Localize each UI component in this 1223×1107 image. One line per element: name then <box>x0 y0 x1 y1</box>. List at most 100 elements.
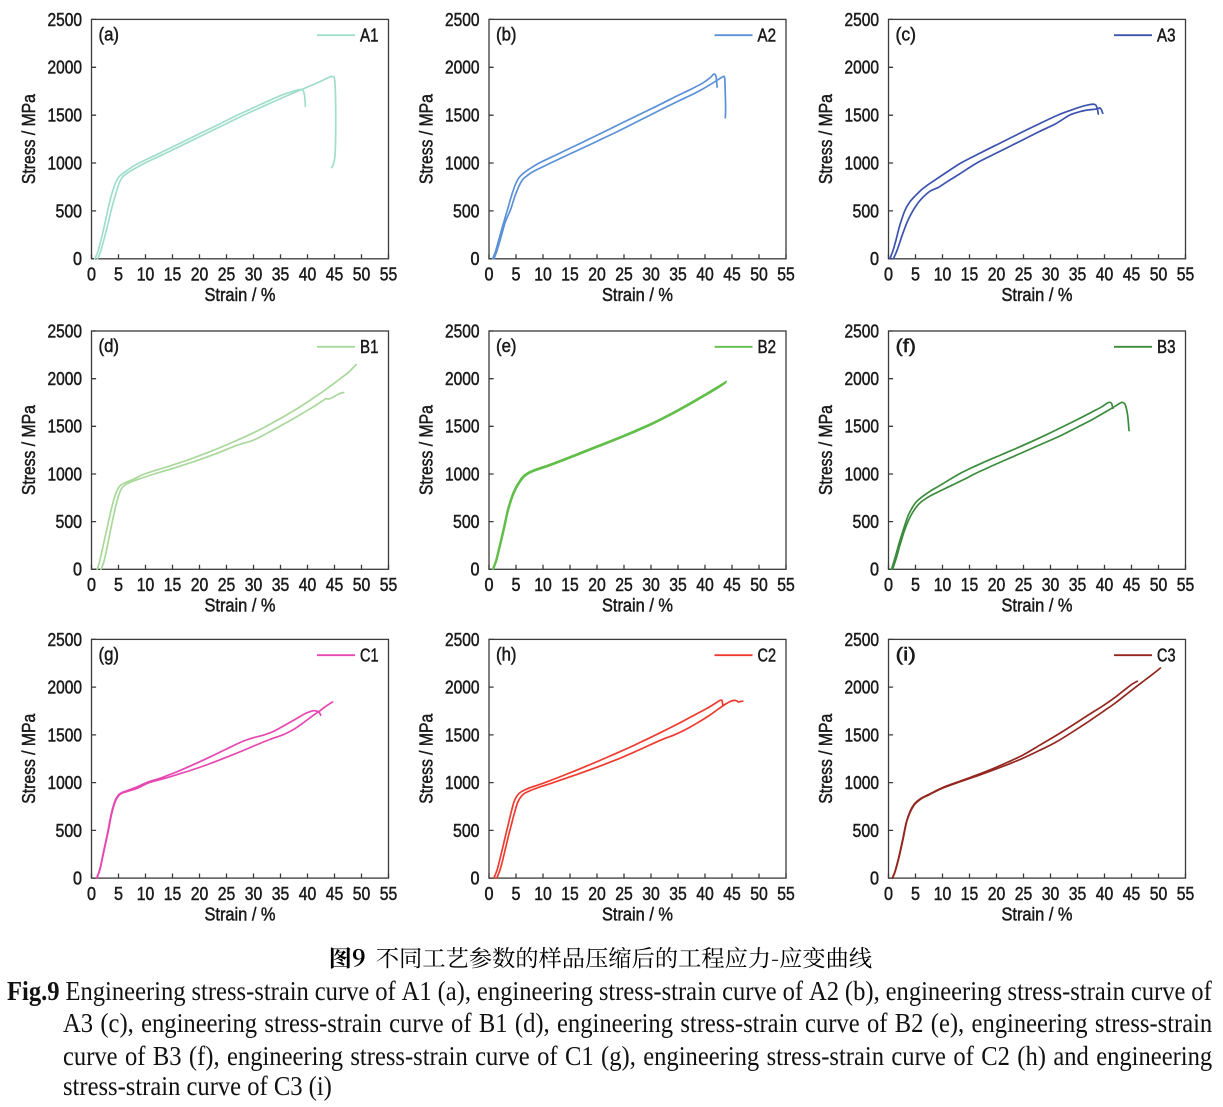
svg-text:0: 0 <box>471 559 480 580</box>
svg-text:B2: B2 <box>758 336 777 357</box>
svg-text:15: 15 <box>961 264 979 285</box>
svg-text:C2: C2 <box>758 645 777 666</box>
svg-text:2000: 2000 <box>845 368 880 389</box>
svg-text:Strain / %: Strain / % <box>205 284 276 305</box>
svg-text:15: 15 <box>164 883 182 904</box>
svg-text:500: 500 <box>853 511 880 532</box>
svg-text:0: 0 <box>485 574 494 595</box>
svg-text:20: 20 <box>191 574 209 595</box>
svg-text:50: 50 <box>1150 264 1168 285</box>
svg-text:1500: 1500 <box>845 724 880 745</box>
svg-text:15: 15 <box>561 264 579 285</box>
svg-text:500: 500 <box>853 200 880 221</box>
svg-text:45: 45 <box>1123 574 1141 595</box>
svg-text:20: 20 <box>191 883 209 904</box>
svg-text:2000: 2000 <box>48 677 83 698</box>
svg-text:55: 55 <box>777 264 795 285</box>
svg-text:Strain / %: Strain / % <box>1002 595 1073 616</box>
svg-text:45: 45 <box>326 883 344 904</box>
svg-text:15: 15 <box>561 574 579 595</box>
svg-text:35: 35 <box>669 574 687 595</box>
svg-text:40: 40 <box>299 574 317 595</box>
svg-text:5: 5 <box>911 574 920 595</box>
svg-text:25: 25 <box>615 264 633 285</box>
svg-text:500: 500 <box>853 820 880 841</box>
svg-text:Strain / %: Strain / % <box>205 595 276 616</box>
svg-text:(h): (h) <box>496 643 517 664</box>
svg-text:30: 30 <box>642 574 660 595</box>
svg-text:0: 0 <box>870 868 879 889</box>
svg-text:C1: C1 <box>360 645 379 666</box>
svg-text:35: 35 <box>1069 883 1087 904</box>
svg-text:0: 0 <box>471 868 480 889</box>
svg-text:0: 0 <box>471 248 480 269</box>
svg-text:Strain / %: Strain / % <box>1002 284 1073 305</box>
svg-text:25: 25 <box>1015 264 1033 285</box>
svg-text:500: 500 <box>453 200 480 221</box>
svg-text:50: 50 <box>353 883 371 904</box>
svg-text:1500: 1500 <box>445 416 480 437</box>
svg-text:2500: 2500 <box>445 629 480 650</box>
svg-text:Stress / MPa: Stress / MPa <box>416 94 437 184</box>
svg-text:30: 30 <box>1042 883 1060 904</box>
svg-text:20: 20 <box>588 264 606 285</box>
svg-text:1500: 1500 <box>48 724 83 745</box>
svg-text:2000: 2000 <box>48 368 83 389</box>
svg-text:35: 35 <box>1069 574 1087 595</box>
svg-text:2500: 2500 <box>445 320 480 341</box>
svg-text:30: 30 <box>245 574 263 595</box>
svg-text:25: 25 <box>218 574 236 595</box>
svg-text:0: 0 <box>870 248 879 269</box>
svg-text:1000: 1000 <box>48 772 83 793</box>
svg-text:Stress / MPa: Stress / MPa <box>415 405 436 495</box>
svg-text:2500: 2500 <box>845 320 880 341</box>
svg-text:20: 20 <box>191 264 209 285</box>
svg-text:Stress / MPa: Stress / MPa <box>815 713 836 803</box>
svg-text:25: 25 <box>1015 574 1033 595</box>
svg-text:1000: 1000 <box>445 463 480 484</box>
svg-text:(c): (c) <box>896 23 917 44</box>
svg-text:10: 10 <box>534 574 552 595</box>
svg-text:(f): (f) <box>896 335 917 356</box>
svg-text:30: 30 <box>1042 574 1060 595</box>
svg-text:Stress / MPa: Stress / MPa <box>18 713 39 803</box>
svg-text:15: 15 <box>961 574 979 595</box>
svg-text:40: 40 <box>1096 883 1114 904</box>
svg-text:20: 20 <box>988 574 1006 595</box>
svg-text:30: 30 <box>245 883 263 904</box>
svg-text:0: 0 <box>87 883 96 904</box>
svg-text:0: 0 <box>73 248 82 269</box>
svg-text:55: 55 <box>380 883 398 904</box>
svg-text:30: 30 <box>245 264 263 285</box>
svg-text:10: 10 <box>534 883 552 904</box>
svg-text:1000: 1000 <box>445 152 480 173</box>
svg-text:Stress / MPa: Stress / MPa <box>815 405 836 495</box>
svg-text:10: 10 <box>137 574 155 595</box>
svg-text:5: 5 <box>512 883 521 904</box>
svg-text:500: 500 <box>56 820 83 841</box>
svg-text:(g): (g) <box>99 643 120 664</box>
svg-text:0: 0 <box>73 559 82 580</box>
svg-text:5: 5 <box>114 264 123 285</box>
svg-text:25: 25 <box>218 264 236 285</box>
svg-text:1500: 1500 <box>845 416 880 437</box>
svg-text:2500: 2500 <box>48 9 83 30</box>
svg-text:55: 55 <box>380 264 398 285</box>
svg-text:1500: 1500 <box>48 416 83 437</box>
svg-text:45: 45 <box>723 264 741 285</box>
svg-text:1000: 1000 <box>845 463 880 484</box>
svg-text:5: 5 <box>114 883 123 904</box>
svg-text:35: 35 <box>669 264 687 285</box>
svg-text:40: 40 <box>696 574 714 595</box>
svg-text:A2: A2 <box>758 25 777 46</box>
svg-text:25: 25 <box>218 883 236 904</box>
svg-text:(a): (a) <box>99 23 120 44</box>
svg-text:40: 40 <box>299 264 317 285</box>
svg-text:Stress / MPa: Stress / MPa <box>18 94 39 184</box>
svg-text:25: 25 <box>615 574 633 595</box>
svg-text:Strain / %: Strain / % <box>1002 903 1073 924</box>
svg-text:500: 500 <box>56 200 83 221</box>
svg-text:40: 40 <box>696 883 714 904</box>
svg-text:Stress / MPa: Stress / MPa <box>18 405 39 495</box>
svg-text:1500: 1500 <box>445 724 480 745</box>
